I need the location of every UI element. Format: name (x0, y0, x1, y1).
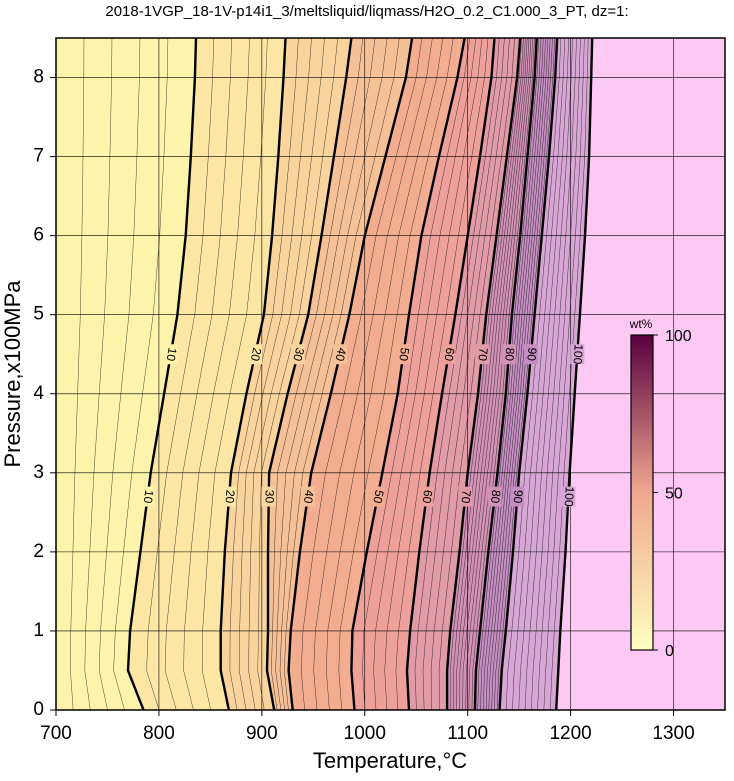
colorbar-tick-label: 100 (665, 328, 692, 345)
contour-label-bg (561, 486, 576, 507)
contour-band (288, 38, 464, 710)
plot-frame (55, 37, 726, 711)
contour-band (447, 38, 537, 710)
x-tick-label: 900 (246, 723, 278, 744)
contour-label-bg (396, 344, 411, 365)
colorbar-tick-label: 0 (665, 643, 674, 660)
plot: 10 10 20 20 30 30 40 40 50 50 60 60 70 70 80 80 90 90 100 1… (56, 38, 725, 710)
y-tick-label: 7 (33, 146, 44, 167)
chart-title: 2018-1VGP_18-1V-p14i1_3/meltsliquid/liqm… (105, 3, 628, 20)
colorbar-label: wt% (629, 317, 653, 331)
contour-band (220, 38, 351, 710)
contour-label-bg (570, 344, 585, 365)
contour-label-bg (370, 486, 385, 507)
x-axis-label: Temperature,°C (313, 748, 467, 773)
y-tick-label: 6 (33, 225, 44, 246)
contour-label: 10 (164, 347, 180, 363)
contour-label: 30 (290, 346, 307, 363)
colorbar-tick-label: 50 (665, 486, 683, 503)
contour-line (287, 38, 414, 710)
y-tick-label: 8 (33, 67, 44, 88)
contour-label-bg (523, 344, 538, 365)
contour-line (265, 38, 353, 710)
contour-line (555, 38, 594, 710)
contour-label: 30 (262, 490, 276, 504)
x-tick-label: 1300 (652, 723, 694, 744)
x-tick-label: 800 (143, 723, 175, 744)
contour-label: 50 (396, 347, 412, 363)
contour-band (499, 38, 593, 710)
y-tick-label: 0 (33, 699, 44, 720)
x-tick-label: 1100 (447, 723, 488, 744)
y-tick-label: 1 (33, 620, 44, 641)
contour-label-bg (510, 486, 525, 507)
contour-band (475, 38, 558, 710)
contour-label: 50 (370, 489, 386, 505)
contour-label-bg (261, 486, 276, 507)
contour-label-bg (140, 486, 155, 507)
contour-label: 70 (458, 489, 473, 504)
contour-label: 20 (248, 346, 265, 362)
contour-label-bg (222, 486, 237, 507)
contour-label: 60 (419, 489, 435, 504)
contour-label: 80 (488, 489, 503, 504)
contour-label-bg (441, 344, 456, 365)
x-tick-label: 700 (40, 723, 72, 744)
y-tick-label: 2 (33, 541, 44, 562)
contour-line (445, 38, 522, 710)
contour-label: 40 (301, 489, 317, 505)
contour-band (406, 38, 520, 710)
contour-label: 90 (524, 347, 539, 362)
contour-label: 70 (475, 347, 490, 362)
contour-label: 100 (570, 344, 585, 365)
contour-band (266, 38, 412, 710)
contour-label: 20 (222, 489, 237, 504)
contour-label-bg (458, 486, 473, 507)
contour-line (473, 38, 538, 710)
contour-line (405, 38, 496, 710)
contour-label-bg (248, 344, 263, 365)
contour-label-bg (487, 486, 502, 507)
contour-label: 60 (441, 347, 457, 363)
contour-label-bg (290, 344, 305, 365)
contour-line (350, 38, 466, 710)
contour-line (126, 38, 198, 710)
contour-label-bg (475, 344, 490, 365)
contour-band (128, 38, 286, 710)
contour-label-bg (419, 486, 434, 507)
contour-label-bg (333, 344, 348, 365)
x-tick-label: 1200 (549, 723, 591, 744)
x-tick-label: 1000 (344, 723, 386, 744)
contour-label: 10 (141, 489, 157, 504)
contour-line (219, 38, 287, 710)
y-tick-label: 5 (33, 304, 44, 325)
contour-label: 40 (332, 346, 349, 363)
contour-line (498, 38, 559, 710)
contour-label: 80 (502, 347, 517, 362)
contour-label: 100 (562, 486, 577, 507)
contour-label: 90 (511, 489, 526, 504)
contour-band (56, 38, 196, 710)
contour-label-bg (300, 486, 315, 507)
contour-label-bg (501, 344, 516, 365)
y-tick-label: 4 (33, 383, 44, 404)
colorbar (630, 334, 654, 651)
y-axis-label: Pressure,x100MPa (0, 280, 25, 468)
contour-band (351, 38, 495, 710)
contour-label-bg (163, 344, 178, 365)
y-tick-label: 3 (33, 462, 44, 483)
